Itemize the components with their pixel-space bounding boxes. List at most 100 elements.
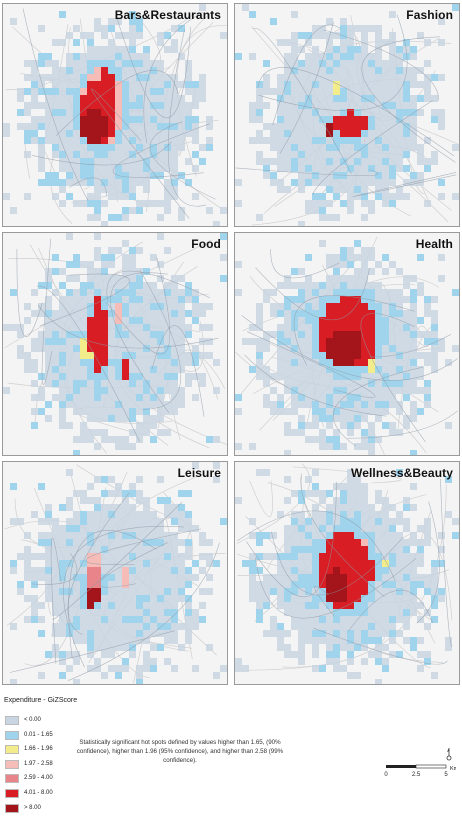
grid-cell xyxy=(66,88,73,95)
grid-cell xyxy=(115,186,122,193)
grid-cell xyxy=(424,303,431,310)
grid-cell xyxy=(277,130,284,137)
grid-cell xyxy=(298,546,305,553)
grid-cell xyxy=(291,116,298,123)
grid-cell xyxy=(122,88,129,95)
grid-cell xyxy=(129,151,136,158)
grid-cell xyxy=(150,380,157,387)
grid-cell xyxy=(347,275,354,282)
grid-cell xyxy=(143,387,150,394)
grid-cell xyxy=(143,567,150,574)
grid-cell xyxy=(375,497,382,504)
grid-cell xyxy=(171,511,178,518)
grid-cell xyxy=(361,151,368,158)
grid-cell xyxy=(277,401,284,408)
grid-cell xyxy=(31,511,38,518)
grid-cell xyxy=(333,429,340,436)
grid-cell xyxy=(333,602,340,609)
grid-cell xyxy=(354,338,361,345)
grid-cell xyxy=(298,46,305,53)
grid-cell xyxy=(108,490,115,497)
grid-cell xyxy=(375,373,382,380)
grid-cell xyxy=(192,359,199,366)
grid-cell xyxy=(298,415,305,422)
grid-cell xyxy=(136,179,143,186)
grid-cell xyxy=(431,158,438,165)
grid-cell xyxy=(38,25,45,32)
grid-cell xyxy=(10,518,17,525)
grid-cell xyxy=(333,658,340,665)
grid-cell xyxy=(150,158,157,165)
grid-cell xyxy=(38,672,45,679)
grid-cell xyxy=(136,581,143,588)
grid-cell xyxy=(87,172,94,179)
grid-cell xyxy=(326,179,333,186)
grid-cell xyxy=(73,595,80,602)
grid-cell xyxy=(326,560,333,567)
grid-cell xyxy=(178,123,185,130)
grid-cell xyxy=(38,123,45,130)
grid-cell xyxy=(305,331,312,338)
grid-cell xyxy=(45,532,52,539)
grid-cell xyxy=(270,616,277,623)
grid-cell xyxy=(326,436,333,443)
grid-cell xyxy=(368,158,375,165)
grid-cell xyxy=(73,67,80,74)
grid-cell xyxy=(242,4,249,11)
grid-cell xyxy=(73,158,80,165)
grid-cell xyxy=(164,359,171,366)
grid-cell xyxy=(164,123,171,130)
grid-cell xyxy=(122,380,129,387)
grid-cell xyxy=(424,651,431,658)
grid-cell xyxy=(368,247,375,254)
grid-cell xyxy=(129,602,136,609)
grid-cell xyxy=(396,268,403,275)
grid-cell xyxy=(87,214,94,221)
grid-cell xyxy=(403,588,410,595)
grid-cell xyxy=(108,214,115,221)
grid-cell xyxy=(157,303,164,310)
grid-cell xyxy=(410,553,417,560)
grid-cell xyxy=(291,310,298,317)
grid-cell xyxy=(291,595,298,602)
grid-cell xyxy=(87,665,94,672)
grid-cell xyxy=(340,109,347,116)
grid-cell xyxy=(199,303,206,310)
grid-cell xyxy=(347,532,354,539)
road-line xyxy=(237,510,396,581)
grid-cell xyxy=(298,429,305,436)
grid-cell xyxy=(319,95,326,102)
grid-cell xyxy=(382,123,389,130)
grid-cell xyxy=(73,151,80,158)
grid-cell xyxy=(368,511,375,518)
grid-cell xyxy=(220,275,227,282)
grid-cell xyxy=(87,282,94,289)
grid-cell xyxy=(122,359,129,366)
grid-cell xyxy=(185,581,192,588)
grid-cell xyxy=(73,25,80,32)
grid-cell xyxy=(87,539,94,546)
grid-cell xyxy=(368,602,375,609)
grid-cell xyxy=(249,560,256,567)
grid-cell xyxy=(87,275,94,282)
grid-cell xyxy=(396,317,403,324)
grid-cell xyxy=(80,81,87,88)
grid-cell xyxy=(80,317,87,324)
grid-cell xyxy=(157,81,164,88)
grid-cell xyxy=(291,46,298,53)
grid-cell xyxy=(305,207,312,214)
grid-cell xyxy=(312,637,319,644)
grid-cell xyxy=(431,310,438,317)
grid-cell xyxy=(38,567,45,574)
grid-cell xyxy=(101,490,108,497)
grid-cell xyxy=(45,560,52,567)
grid-cell xyxy=(403,581,410,588)
grid-cell xyxy=(403,130,410,137)
grid-cell xyxy=(256,317,263,324)
grid-cell xyxy=(354,179,361,186)
grid-cell xyxy=(66,324,73,331)
grid-cell xyxy=(101,525,108,532)
grid-cell xyxy=(340,560,347,567)
grid-cell xyxy=(361,296,368,303)
grid-cell xyxy=(73,630,80,637)
